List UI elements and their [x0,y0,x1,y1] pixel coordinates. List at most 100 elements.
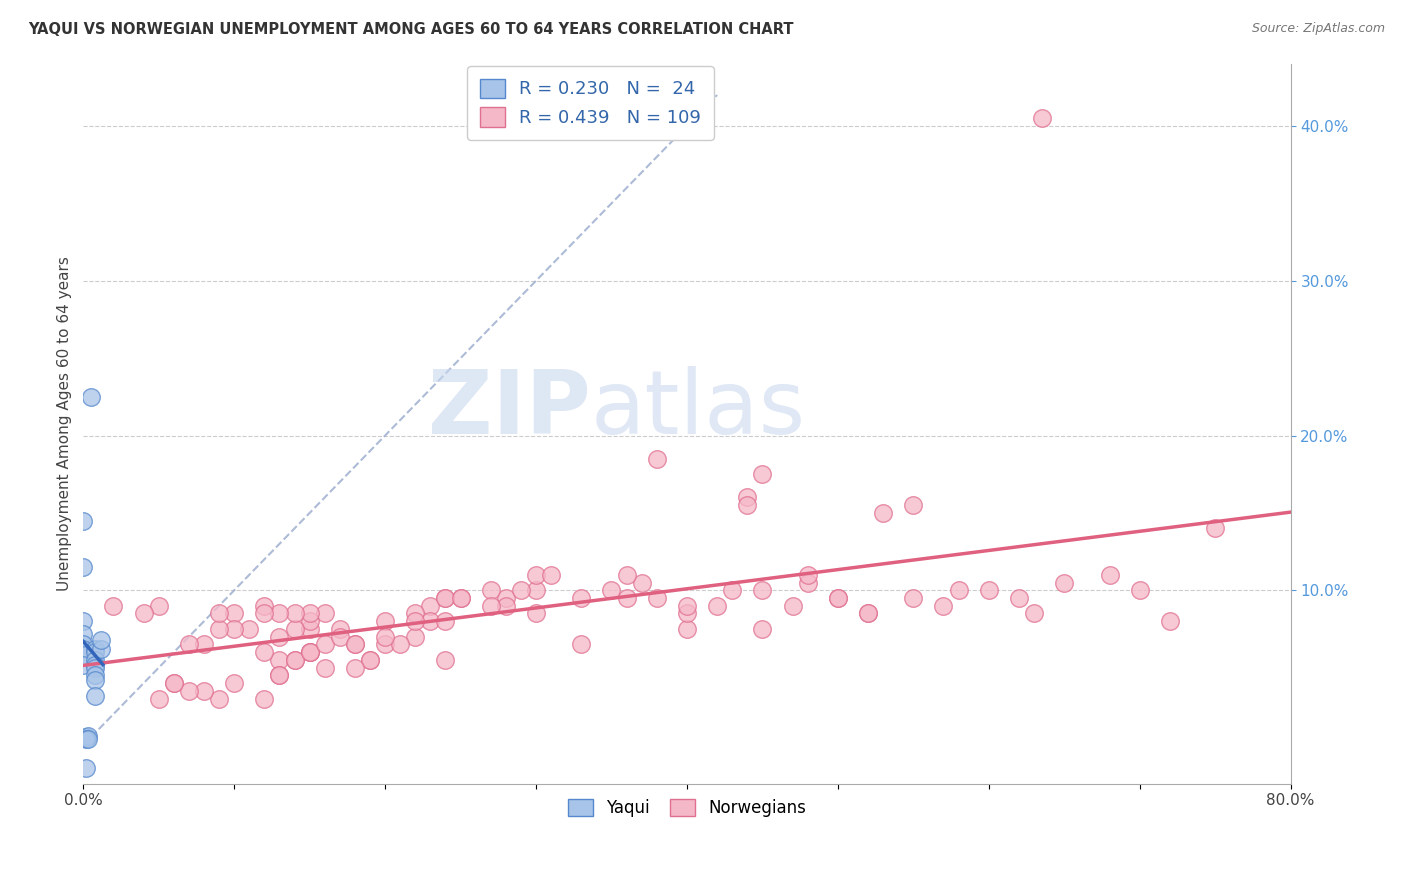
Point [75,731,97,746]
Point [1008,591,1031,605]
Point [404,630,426,644]
Point [298,645,321,659]
Point [1159,614,1181,628]
Point [103,599,125,613]
Point [343,660,366,674]
Point [76,729,98,743]
Point [298,607,321,621]
Text: atlas: atlas [591,366,806,453]
Point [419,599,441,613]
Point [72,614,94,628]
Point [977,583,1000,598]
Point [434,614,457,628]
Point [495,591,517,605]
Point [524,567,547,582]
Point [253,599,276,613]
Point [827,591,849,605]
Point [374,614,396,628]
Point [72,626,94,640]
Point [298,645,321,659]
Point [208,691,231,706]
Point [645,451,668,466]
Point [80,390,103,404]
Point [569,637,592,651]
Y-axis label: Unemployment Among Ages 60 to 64 years: Unemployment Among Ages 60 to 64 years [58,257,72,591]
Point [72,560,94,574]
Point [540,567,562,582]
Point [359,653,381,667]
Point [856,607,879,621]
Point [208,607,231,621]
Point [343,637,366,651]
Point [298,622,321,636]
Point [72,648,94,663]
Point [75,761,97,775]
Point [177,637,200,651]
Point [751,622,773,636]
Point [374,637,396,651]
Point [706,599,728,613]
Point [314,660,336,674]
Point [374,630,396,644]
Point [796,575,818,590]
Legend: Yaqui, Norwegians: Yaqui, Norwegians [560,791,814,826]
Point [75,731,97,745]
Point [148,599,170,613]
Point [329,630,352,644]
Point [1031,112,1053,126]
Point [479,599,502,613]
Point [932,599,955,613]
Point [827,591,849,605]
Text: Source: ZipAtlas.com: Source: ZipAtlas.com [1251,22,1385,36]
Point [903,591,925,605]
Point [751,467,773,482]
Point [737,491,759,505]
Point [314,637,336,651]
Point [269,668,291,682]
Point [284,653,307,667]
Point [298,614,321,628]
Point [676,599,699,613]
Point [616,567,638,582]
Point [434,591,457,605]
Point [343,637,366,651]
Point [132,607,155,621]
Point [193,637,215,651]
Point [404,607,426,621]
Point [224,622,246,636]
Point [524,607,547,621]
Point [84,657,107,672]
Point [84,660,107,674]
Point [1129,583,1152,598]
Point [856,607,879,621]
Point [208,622,231,636]
Point [163,676,186,690]
Point [148,691,170,706]
Point [238,622,260,636]
Point [72,642,94,657]
Text: ZIP: ZIP [427,366,591,453]
Point [616,591,638,605]
Point [269,653,291,667]
Point [253,607,276,621]
Point [903,498,925,512]
Point [269,668,291,682]
Point [193,684,215,698]
Point [1204,521,1226,535]
Point [782,599,804,613]
Point [269,630,291,644]
Point [284,607,307,621]
Point [751,583,773,598]
Point [419,614,441,628]
Point [434,653,457,667]
Point [72,514,94,528]
Point [224,607,246,621]
Point [737,498,759,512]
Point [479,583,502,598]
Point [284,622,307,636]
Point [872,506,894,520]
Point [224,676,246,690]
Point [676,622,699,636]
Point [1022,607,1045,621]
Point [630,575,652,590]
